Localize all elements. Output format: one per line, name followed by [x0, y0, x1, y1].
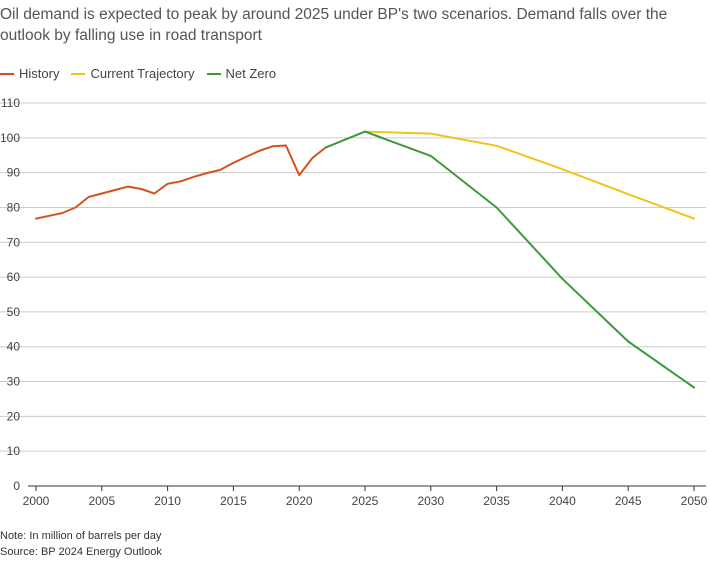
x-tick-label-2010: 2010 — [154, 494, 181, 508]
legend-swatch-net-zero — [206, 72, 221, 75]
y-tick-label-80: 80 — [7, 200, 21, 214]
legend-swatch-current-trajectory — [71, 72, 86, 75]
x-tick-label-2050: 2050 — [681, 494, 708, 508]
x-tick-label-2000: 2000 — [23, 494, 50, 508]
y-tick-label-90: 90 — [7, 166, 21, 180]
x-tick-label-2005: 2005 — [88, 494, 115, 508]
y-tick-label-100: 100 — [0, 131, 20, 145]
series-line-history — [35, 144, 327, 220]
y-tick-label-30: 30 — [7, 375, 21, 389]
y-tick-label-110: 110 — [1, 96, 20, 110]
legend-swatch-history — [0, 72, 14, 75]
x-tick-label-2045: 2045 — [615, 494, 642, 508]
x-tick-label-2015: 2015 — [220, 494, 247, 508]
y-tick-label-50: 50 — [7, 305, 21, 319]
note-text: Note: In million of barrels per day — [0, 530, 162, 542]
y-tick-label-40: 40 — [7, 340, 21, 354]
y-tick-label-0: 0 — [13, 479, 20, 493]
legend-item-history: History — [0, 66, 59, 81]
chart-title: Oil demand is expected to peak by around… — [0, 6, 668, 44]
footnotes: Note: In million of barrels per day Sour… — [0, 528, 162, 560]
legend-item-net-zero: Net Zero — [206, 66, 277, 81]
legend: History Current Trajectory Net Zero — [0, 66, 288, 81]
x-tick-label-2030: 2030 — [417, 494, 444, 508]
x-tick-label-2025: 2025 — [352, 494, 379, 508]
legend-item-current-trajectory: Current Trajectory — [71, 66, 195, 81]
x-tick-label-2040: 2040 — [549, 494, 576, 508]
x-tick-label-2020: 2020 — [286, 494, 313, 508]
y-tick-label-70: 70 — [7, 235, 21, 249]
legend-label-current-trajectory: Current Trajectory — [90, 66, 195, 81]
series-line-current-trajectory — [364, 130, 695, 220]
series-line-net-zero — [324, 130, 695, 389]
legend-label-history: History — [19, 66, 60, 81]
y-tick-label-60: 60 — [7, 270, 21, 284]
x-tick-label-2035: 2035 — [483, 494, 510, 508]
source-text: Source: BP 2024 Energy Outlook — [0, 546, 162, 558]
legend-label-net-zero: Net Zero — [225, 66, 277, 81]
y-tick-label-20: 20 — [7, 409, 21, 423]
y-tick-label-10: 10 — [7, 444, 21, 458]
